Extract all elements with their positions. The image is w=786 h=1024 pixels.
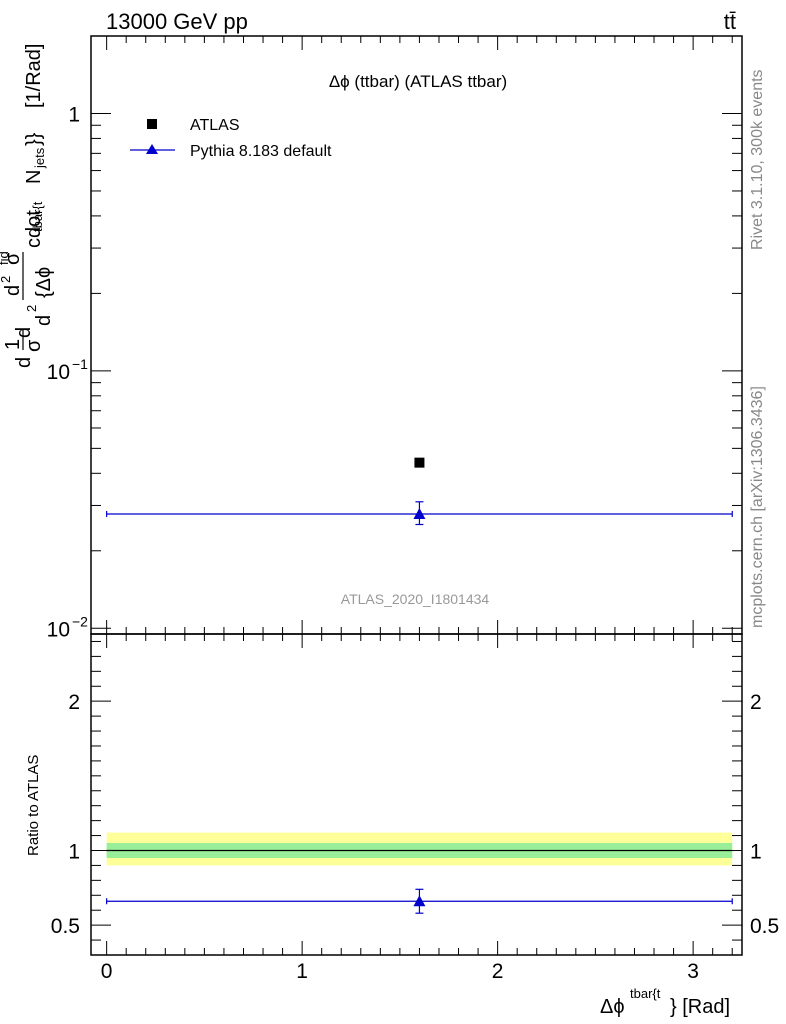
ratio-y-tick-label: 2 xyxy=(68,691,80,714)
ylabel-tbar: tbar{t xyxy=(30,201,45,232)
x-tick-label: 3 xyxy=(687,960,699,983)
y-tick-label: 10 xyxy=(47,361,70,384)
ratio-tick-labels: 0.5 0.5 1 1 2 2 0 1 2 3 xyxy=(51,691,779,983)
ylabel-unit: [1/Rad] xyxy=(23,44,45,108)
ratio-ticks xyxy=(91,634,742,955)
y-tick-exponent: −2 xyxy=(72,613,88,629)
energy-label: 13000 GeV pp xyxy=(106,9,248,34)
ylabel-sq1: 2 xyxy=(0,276,13,283)
pythia-point xyxy=(413,507,426,519)
legend-atlas-label: ATLAS xyxy=(190,117,240,134)
process-label: tt̄ xyxy=(724,9,736,34)
rivet-label: Rivet 3.1.10, 300k events xyxy=(749,69,766,250)
ylabel-n: N xyxy=(23,170,45,184)
ratio-y-tick-label-right: 0.5 xyxy=(750,915,779,938)
main-ylabel: [1/Rad] }} jets N cdot σ fid 2 d tbar{t … xyxy=(0,44,55,368)
main-frame xyxy=(90,35,743,635)
ratio-y-tick-label: 1 xyxy=(68,840,80,863)
y-tick-label: 10 xyxy=(47,618,70,641)
ratio-ylabel: Ratio to ATLAS xyxy=(25,755,42,856)
ratio-xlabel: Δϕ tbar{t } [Rad] xyxy=(600,986,730,1018)
legend: ATLAS Pythia 8.183 default xyxy=(130,117,332,160)
ratio-y-tick-label-right: 2 xyxy=(750,691,762,714)
ylabel-sigma1: σ xyxy=(23,339,45,352)
ylabel-jets: jets xyxy=(32,147,47,169)
ylabel-d-inner: d xyxy=(13,327,35,338)
legend-atlas-marker xyxy=(147,119,157,129)
main-title: Δϕ (ttbar) (ATLAS ttbar) xyxy=(329,72,507,91)
mcplots-label: mcplots.cern.ch [arXiv:1306.3436] xyxy=(749,386,766,628)
watermark: ATLAS_2020_I1801434 xyxy=(341,591,490,607)
xlabel-rest: } [Rad] xyxy=(670,996,730,1018)
ylabel-cdot: cdot xyxy=(23,210,45,248)
ylabel-d2: d xyxy=(2,285,24,296)
legend-pythia-label: Pythia 8.183 default xyxy=(190,143,332,160)
xlabel-sup: tbar{t xyxy=(630,986,661,1001)
legend-pythia-marker xyxy=(146,144,158,154)
main-panel: 110−110−2 Δϕ (ttbar) (ATLAS ttbar) ATLAS… xyxy=(0,35,743,641)
ratio-y-tick-label: 0.5 xyxy=(51,915,80,938)
ylabel-dd: d xyxy=(33,315,55,326)
atlas-point xyxy=(414,457,425,468)
ylabel-d1: d xyxy=(13,357,35,368)
x-tick-label: 2 xyxy=(492,960,504,983)
xlabel-phi: Δϕ xyxy=(600,996,625,1018)
ratio-panel: 0.5 0.5 1 1 2 2 0 1 2 3 Ratio to ATLAS Δϕ tbar{t … xyxy=(25,633,779,1018)
ylabel-sigma2: σ xyxy=(2,252,24,265)
y-tick-label: 1 xyxy=(68,103,80,126)
ylabel-brace-phi: {Δϕ xyxy=(33,267,55,298)
ratio-frame xyxy=(90,633,743,956)
ylabel-braces: }} xyxy=(23,132,45,146)
main-ticks xyxy=(91,35,742,634)
ylabel-one: 1 xyxy=(2,339,24,350)
ylabel-fid: fid xyxy=(0,251,11,265)
x-tick-label: 0 xyxy=(101,960,113,983)
ratio-y-tick-label-right: 1 xyxy=(750,840,762,863)
ylabel-sq2: 2 xyxy=(24,305,39,312)
x-tick-label: 1 xyxy=(296,960,308,983)
y-tick-exponent: −1 xyxy=(72,356,88,372)
ratio-pythia-point xyxy=(413,895,426,907)
main-tick-labels: 110−110−2 xyxy=(47,103,89,641)
